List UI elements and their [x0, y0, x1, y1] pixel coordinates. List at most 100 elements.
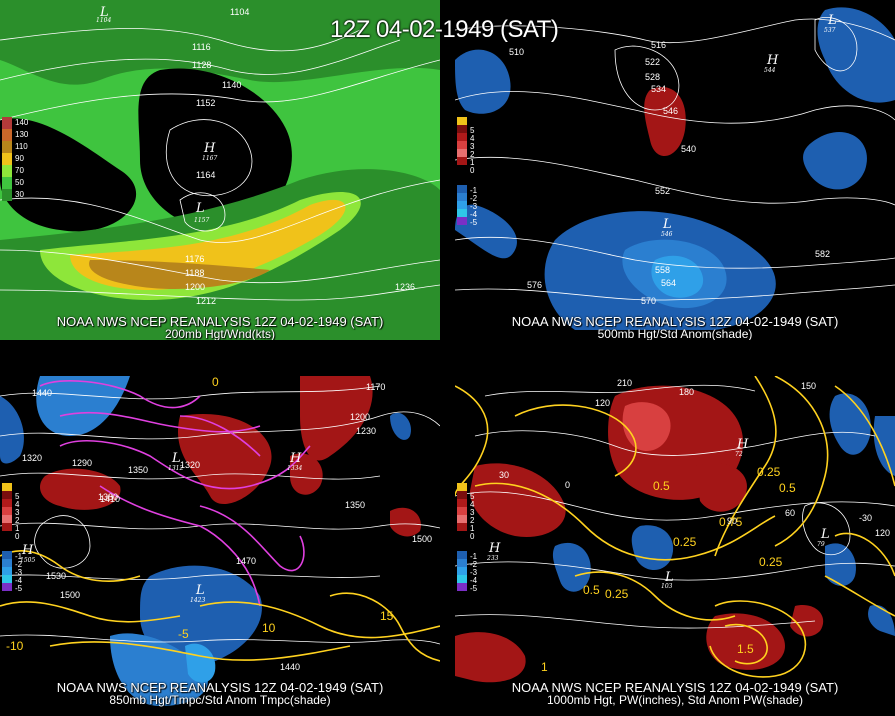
high-value: 1505: [20, 557, 35, 564]
contour-label: 546: [663, 106, 678, 116]
legend-label: 0: [15, 532, 20, 541]
contour-label: 564: [661, 278, 676, 288]
legend-label: -1: [470, 552, 478, 561]
low-marker: L: [171, 451, 181, 466]
low-value: 1157: [194, 217, 209, 224]
caption-line-2: 500mb Hgt/Std Anom(shade): [597, 327, 753, 341]
legend-label: 3: [470, 508, 475, 517]
pw-label: 0.75: [719, 515, 743, 529]
contour-label: 1200: [185, 282, 205, 292]
contour-label: 1176: [185, 254, 204, 264]
pw-label: 0.5: [583, 583, 600, 597]
legend-label: 140: [15, 118, 29, 127]
low-marker: L: [99, 5, 109, 20]
high-marker: H: [488, 541, 501, 556]
legend-200mb: 140 130 110 90 70 50 30: [2, 117, 28, 201]
legend-label: 4: [470, 134, 475, 143]
contour-label: 1350: [345, 500, 365, 510]
map-200mb: 1104 1116 1128 1140 1152 1164 1176 1188 …: [0, 0, 440, 340]
low-value: 1312: [168, 465, 183, 472]
contour-label: 510: [509, 47, 524, 57]
legend-label: 5: [15, 492, 20, 501]
contour-label: 120: [595, 398, 610, 408]
contour-label: 1380: [98, 492, 118, 502]
contour-label: 552: [655, 186, 670, 196]
legend-label: 130: [15, 130, 29, 139]
temp-label: 0: [212, 376, 219, 389]
contour-label: 576: [527, 280, 542, 290]
contour-label: 90: [727, 516, 737, 526]
legend-label: -2: [470, 194, 478, 203]
legend-label: -2: [15, 560, 23, 569]
contour-label: 570: [641, 296, 656, 306]
low-value: 1423: [190, 597, 205, 604]
contour-label: 30: [499, 470, 509, 480]
low-value: 103: [661, 583, 673, 590]
legend-label: 2: [470, 516, 475, 525]
caption-line-1: NOAA NWS NCEP REANALYSIS 12Z 04-02-1949 …: [56, 680, 384, 695]
pw-label: 1: [541, 660, 548, 674]
contour-label: 1290: [72, 458, 92, 468]
temp-label: -5: [178, 627, 189, 641]
contour-label: 1500: [412, 534, 432, 544]
high-marker: H: [203, 141, 216, 156]
high-value: 72: [735, 451, 743, 458]
pw-label: 0.25: [605, 587, 629, 601]
high-marker: H: [766, 53, 779, 68]
map-500mb: 510 516 522 528 534 540 546 552 558 564 …: [455, 0, 895, 340]
contour-label: 1440: [280, 662, 300, 672]
low-value: 537: [824, 27, 836, 34]
temp-label: -10: [6, 639, 24, 653]
legend-label: 1: [15, 524, 20, 533]
legend-label: 110: [15, 142, 28, 151]
contour-label: 1410: [100, 494, 120, 504]
contour-label: -30: [859, 513, 872, 523]
low-marker: L: [664, 570, 674, 585]
contour-label: 1500: [60, 590, 80, 600]
contour-label: 210: [617, 378, 632, 388]
caption-line-1: NOAA NWS NCEP REANALYSIS 12Z 04-02-1949 …: [56, 314, 384, 329]
contour-label: 1200: [350, 412, 370, 422]
legend-500mb: 5 4 3 2 1 0 -1 -2 -3 -4 -5: [457, 117, 477, 227]
contour-label: 1152: [196, 98, 215, 108]
contour-label: 522: [645, 57, 660, 67]
map-1000mb: 210 180 120 90 60 30 0 -30 150 120 0.5 0…: [455, 376, 895, 716]
legend-1000mb: 5 4 3 2 1 0 -1 -2 -3 -4 -5: [457, 483, 477, 593]
contour-label: 1164: [196, 170, 215, 180]
legend-label: 1: [470, 524, 475, 533]
high-value: 544: [764, 67, 776, 74]
contour-label: 180: [679, 387, 694, 397]
contour-label: 120: [875, 528, 890, 538]
low-value: 546: [661, 231, 673, 238]
panel-500mb: 510 516 522 528 534 540 546 552 558 564 …: [455, 0, 895, 340]
high-marker: H: [736, 437, 749, 452]
contour-label: 534: [651, 84, 666, 94]
contour-label: 1350: [128, 465, 148, 475]
contour-label: 516: [651, 40, 666, 50]
legend-label: 4: [470, 500, 475, 509]
panel-850mb: 1440 1320 1290 1350 1380 1410 1320 1230 …: [0, 376, 440, 716]
panel-200mb: 1104 1116 1128 1140 1152 1164 1176 1188 …: [0, 0, 440, 340]
contour-label: 1470: [236, 556, 256, 566]
pw-label: 0.25: [757, 465, 781, 479]
contour-label: 1236: [395, 282, 415, 292]
panel-caption: NOAA NWS NCEP REANALYSIS 12Z 04-02-1949 …: [0, 681, 440, 707]
contour-label: 1320: [180, 460, 200, 470]
legend-label: -5: [15, 584, 23, 593]
high-marker: H: [289, 451, 302, 466]
high-value: 1167: [202, 155, 217, 162]
legend-label: 1: [470, 158, 475, 167]
low-marker: L: [195, 583, 205, 598]
legend-label: 5: [470, 492, 475, 501]
contour-label: 1230: [356, 426, 376, 436]
legend-label: -4: [15, 576, 23, 585]
temp-label: 10: [262, 621, 276, 635]
contour-label: 1170: [366, 382, 385, 392]
high-value: 1334: [287, 465, 302, 472]
pw-label: 1.5: [737, 642, 754, 656]
high-value: 233: [486, 555, 499, 562]
legend-label: 30: [15, 190, 24, 199]
low-value: 1104: [96, 17, 111, 24]
legend-label: 0: [470, 166, 475, 175]
legend-label: 0: [470, 532, 475, 541]
